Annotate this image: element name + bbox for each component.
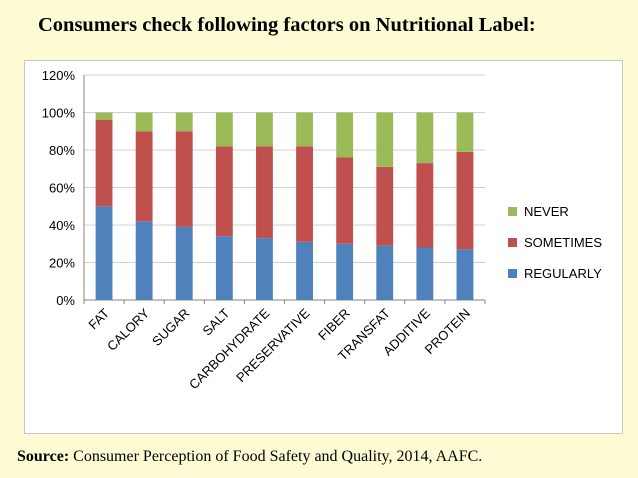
bar-sometimes-additive bbox=[416, 163, 434, 248]
bar-sometimes-sugar bbox=[175, 131, 193, 227]
legend-swatch-sometimes bbox=[508, 238, 517, 247]
bar-never-preservative bbox=[296, 112, 313, 147]
bar-sometimes-protein bbox=[456, 151, 474, 250]
bar-never-sugar bbox=[175, 112, 193, 132]
x-tick-label: SALT bbox=[200, 305, 233, 338]
bar-never-calory bbox=[135, 112, 153, 132]
legend-swatch-never bbox=[508, 207, 517, 216]
legend-label-sometimes: SOMETIMES bbox=[524, 235, 602, 250]
slide-title: Consumers check following factors on Nut… bbox=[38, 14, 536, 36]
y-tick-label: 0% bbox=[56, 293, 75, 308]
bar-sometimes-fat bbox=[95, 120, 113, 207]
legend-swatch-regularly bbox=[508, 269, 517, 278]
bar-sometimes-transfat bbox=[376, 166, 394, 246]
stacked-bar-chart: 0% 20% 40% 60% 80% 100% 120% FAT CALORY SUGAR SALT… bbox=[24, 60, 623, 434]
bar-never-fiber bbox=[336, 112, 354, 158]
source-text: Consumer Perception of Food Safety and Q… bbox=[73, 448, 483, 465]
bar-never-transfat bbox=[376, 112, 394, 167]
bar-regularly-preservative bbox=[296, 241, 313, 300]
bar-regularly-transfat bbox=[376, 245, 394, 300]
source-label: Source: bbox=[17, 448, 70, 465]
y-tick-label: 60% bbox=[49, 181, 75, 196]
y-tick-label: 120% bbox=[42, 68, 76, 83]
y-tick-label: 40% bbox=[49, 218, 75, 233]
bar-regularly-fiber bbox=[336, 243, 354, 300]
x-tick-label: PRESERVATIVE bbox=[233, 305, 313, 385]
bar-sometimes-salt bbox=[215, 146, 233, 237]
y-tick-label: 100% bbox=[42, 106, 76, 121]
bar-regularly-fat bbox=[95, 206, 113, 300]
bar-sometimes-calory bbox=[135, 131, 153, 222]
y-tick-label: 80% bbox=[49, 143, 75, 158]
bar-never-fat bbox=[95, 112, 113, 120]
bar-never-carbohydrate bbox=[256, 112, 273, 147]
bar-regularly-sugar bbox=[175, 226, 193, 300]
bar-regularly-calory bbox=[135, 221, 153, 300]
x-tick-label: CALORY bbox=[104, 305, 152, 353]
bar-regularly-salt bbox=[215, 236, 233, 300]
legend-label-regularly: REGULARLY bbox=[524, 266, 602, 281]
bar-never-salt bbox=[215, 112, 233, 147]
bar-regularly-carbohydrate bbox=[256, 238, 273, 300]
bar-sometimes-carbohydrate bbox=[256, 146, 273, 239]
bar-sometimes-preservative bbox=[296, 146, 313, 242]
legend-label-never: NEVER bbox=[524, 204, 569, 219]
x-tick-label: FIBER bbox=[315, 306, 353, 344]
y-tick-label: 20% bbox=[49, 256, 75, 271]
bar-never-protein bbox=[456, 112, 474, 152]
bar-regularly-protein bbox=[456, 249, 474, 300]
x-tick-label: FAT bbox=[85, 305, 112, 332]
source-citation: Source: Consumer Perception of Food Safe… bbox=[17, 448, 482, 466]
x-tick-label: SUGAR bbox=[149, 306, 192, 349]
bar-regularly-additive bbox=[416, 247, 434, 300]
bar-never-additive bbox=[416, 112, 434, 164]
bar-sometimes-fiber bbox=[336, 157, 354, 244]
